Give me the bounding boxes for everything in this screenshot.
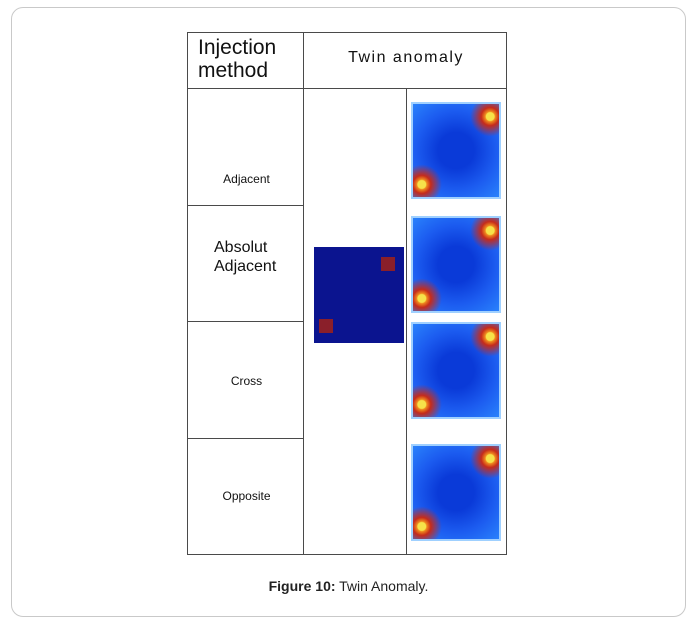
result-image-absolut-adjacent xyxy=(411,216,501,313)
row-label-cross: Cross xyxy=(230,374,263,388)
result-image-cross xyxy=(411,322,501,419)
anomaly-hotspot-bottom-left xyxy=(319,319,333,333)
result-image-adjacent xyxy=(411,102,501,199)
anomaly-hotspot-top-right xyxy=(381,257,395,271)
header-divider xyxy=(187,88,507,89)
twin-anomaly-map xyxy=(314,247,404,343)
column-divider-2 xyxy=(406,88,407,555)
figure-caption: Figure 10: Twin Anomaly. xyxy=(0,578,697,594)
row-divider-1 xyxy=(187,205,304,206)
row-divider-2 xyxy=(187,321,304,322)
row-label-adjacent: Adjacent xyxy=(223,172,270,186)
row-label-absolut-adjacent: Absolut Adjacent xyxy=(214,239,277,275)
header-injection-method: Injection method xyxy=(198,36,277,82)
header-twin-anomaly: Twin anomaly xyxy=(348,49,464,66)
row-divider-3 xyxy=(187,438,304,439)
caption-text: Twin Anomaly. xyxy=(339,578,429,594)
row-label-opposite: Opposite xyxy=(222,489,271,503)
result-image-opposite xyxy=(411,444,501,541)
column-divider-1 xyxy=(303,32,304,555)
figure-number: Figure 10: xyxy=(268,578,336,594)
